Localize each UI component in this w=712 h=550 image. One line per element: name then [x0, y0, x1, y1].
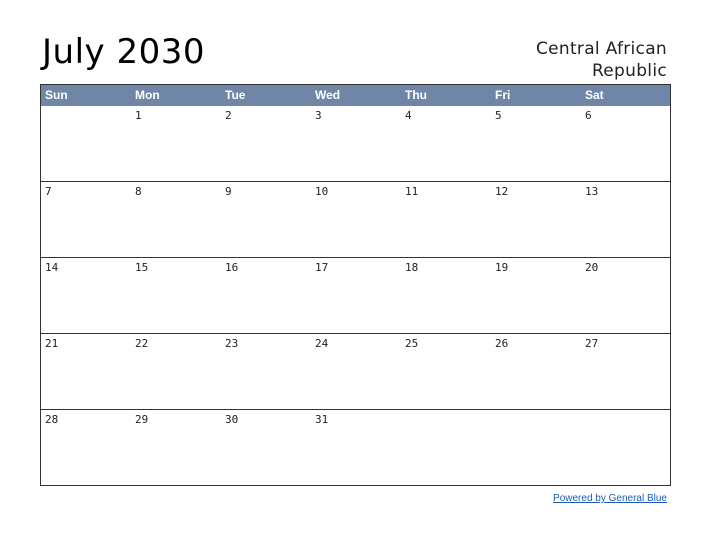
day-cell	[581, 410, 672, 485]
country-line-1: Central African	[535, 39, 667, 59]
day-cell	[41, 106, 131, 181]
day-cell: 20	[585, 261, 599, 274]
week-row-3: 14 15 16 17 18 19 20	[41, 257, 670, 333]
day-cell: 28	[45, 413, 59, 426]
day-cell: 8	[135, 185, 142, 198]
day-cell: 18	[405, 261, 419, 274]
day-cell: 26	[495, 337, 509, 350]
day-cell: 13	[585, 185, 599, 198]
day-cell: 1	[135, 109, 142, 122]
day-cell: 25	[405, 337, 419, 350]
day-cell: 14	[45, 261, 59, 274]
week-row-5: 28 29 30 31	[41, 409, 670, 485]
day-cell: 3	[315, 109, 322, 122]
day-cell: 16	[225, 261, 239, 274]
weekday-wed: Wed	[315, 88, 341, 102]
day-cell: 10	[315, 185, 329, 198]
day-cell: 22	[135, 337, 149, 350]
country-line-2: Republic	[591, 61, 667, 81]
week-row-2: 7 8 9 10 11 12 13	[41, 181, 670, 257]
week-row-1: 1 2 3 4 5 6	[41, 106, 670, 181]
day-cell: 4	[405, 109, 412, 122]
day-cell: 24	[315, 337, 329, 350]
weekday-sun: Sun	[45, 88, 68, 102]
day-cell: 17	[315, 261, 329, 274]
day-cell: 21	[45, 337, 59, 350]
day-cell: 29	[135, 413, 149, 426]
day-cell	[491, 410, 581, 485]
weekday-thu: Thu	[405, 88, 427, 102]
day-cell: 30	[225, 413, 239, 426]
country-name: Central African Republic	[447, 38, 667, 82]
day-cell: 11	[405, 185, 419, 198]
day-cell: 23	[225, 337, 239, 350]
day-cell: 12	[495, 185, 509, 198]
weekday-mon: Mon	[135, 88, 160, 102]
weekday-header-row: Sun Mon Tue Wed Thu Fri Sat	[41, 85, 670, 106]
weekday-fri: Fri	[495, 88, 511, 102]
weekday-sat: Sat	[585, 88, 604, 102]
day-cell: 31	[315, 413, 329, 426]
powered-by-link[interactable]: Powered by General Blue	[553, 493, 667, 504]
day-cell: 9	[225, 185, 232, 198]
calendar-grid: Sun Mon Tue Wed Thu Fri Sat 1 2 3 4 5 6 …	[40, 84, 671, 486]
weekday-tue: Tue	[225, 88, 246, 102]
day-cell	[401, 410, 491, 485]
day-cell: 5	[495, 109, 502, 122]
day-cell: 15	[135, 261, 149, 274]
calendar-title: July 2030	[42, 32, 205, 72]
day-cell: 2	[225, 109, 232, 122]
week-row-4: 21 22 23 24 25 26 27	[41, 333, 670, 409]
day-cell: 27	[585, 337, 599, 350]
day-cell: 7	[45, 185, 52, 198]
day-cell: 19	[495, 261, 509, 274]
day-cell: 6	[585, 109, 592, 122]
